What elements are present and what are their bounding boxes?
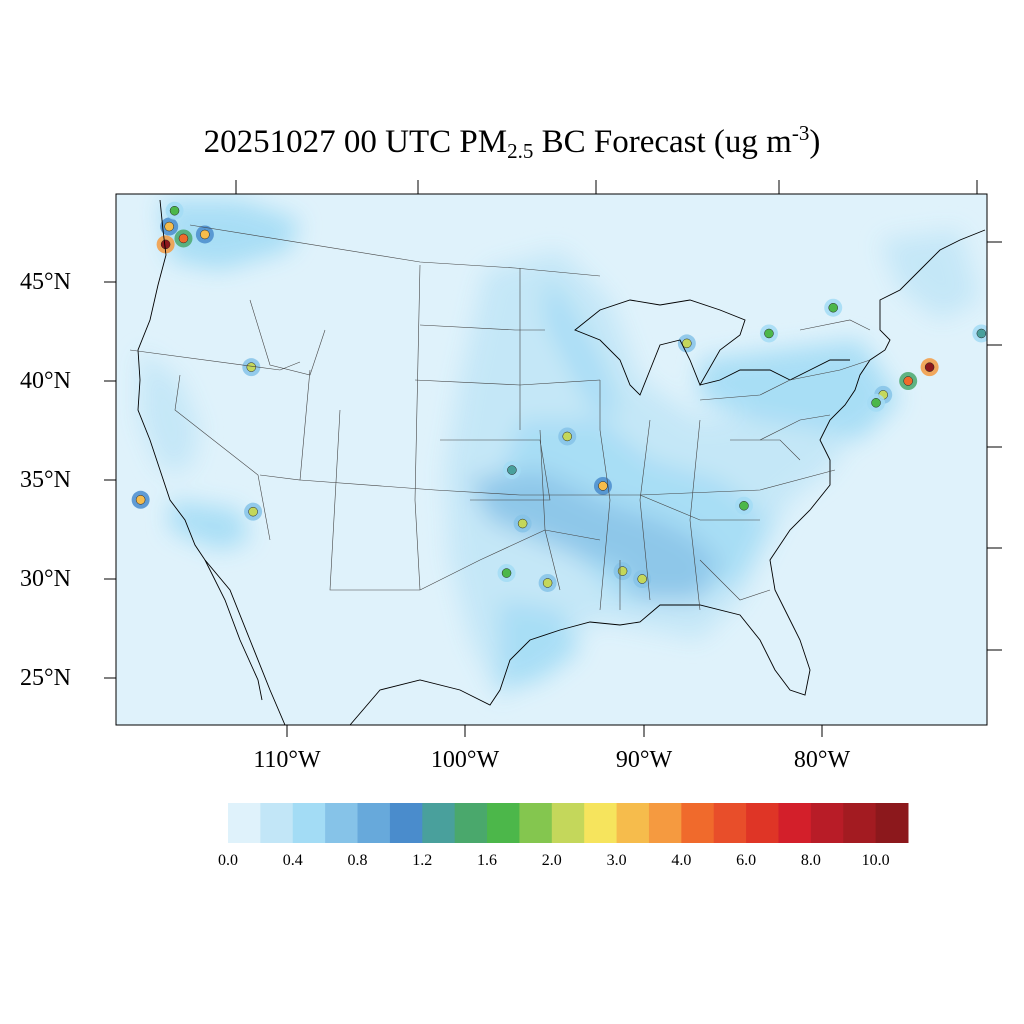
- hotspot-core: [200, 229, 210, 240]
- colorbar-label: 10.0: [861, 852, 890, 869]
- colorbar-label: 8.0: [800, 852, 821, 869]
- colorbar-swatch: [389, 803, 423, 843]
- colorbar-swatch: [260, 803, 294, 843]
- lon-label-100w: 100°W: [430, 747, 500, 773]
- colorbar-swatch: [551, 803, 585, 843]
- lat-label-45: 45°N: [20, 269, 71, 295]
- colorbar-label: 3.0: [606, 852, 627, 869]
- hotspot-core: [542, 578, 553, 588]
- colorbar-label: 6.0: [736, 852, 757, 869]
- colorbar-label: 2.0: [541, 852, 562, 869]
- hotspot-core: [562, 431, 572, 442]
- hotspot-core: [160, 239, 171, 250]
- colorbar-swatch: [746, 803, 779, 843]
- colorbar-label: 0.0: [218, 852, 238, 869]
- coastline-outline: [137, 199, 986, 725]
- hotspot-core: [903, 376, 913, 386]
- lat-label-40: 40°N: [20, 368, 71, 394]
- colorbar-swatch: [454, 803, 488, 843]
- colorbar-swatch: [357, 803, 391, 843]
- hotspot-core: [178, 233, 189, 244]
- colorbar-swatch: [519, 803, 553, 843]
- hotspot-core: [135, 495, 146, 505]
- colorbar-label: 4.0: [671, 852, 692, 869]
- colorbar-swatch: [778, 803, 812, 843]
- colorbar-label: 1.6: [477, 852, 498, 869]
- colorbar-swatch: [228, 803, 261, 843]
- hotspot-core: [617, 566, 628, 576]
- colorbar-swatch: [325, 803, 359, 843]
- hotspot-core: [517, 518, 528, 529]
- lon-label-90w: 90°W: [615, 747, 673, 773]
- colorbar-swatch: [422, 803, 456, 843]
- colorbar-swatch: [648, 803, 682, 843]
- hotspot-core: [501, 568, 512, 578]
- state-boundaries: [129, 224, 871, 611]
- colorbar-swatch: [292, 803, 326, 843]
- lat-label-25: 25°N: [20, 665, 71, 691]
- colorbar-label: 1.2: [412, 852, 433, 869]
- colorbar-swatch: [584, 803, 618, 843]
- map-frame: [115, 193, 988, 726]
- hotspot-core: [682, 338, 692, 349]
- colorbar-swatch: [810, 803, 844, 843]
- hotspot-core: [507, 465, 517, 475]
- hotspot-core: [169, 205, 180, 216]
- hotspot-core: [871, 398, 881, 408]
- lon-label-80w: 80°W: [793, 747, 851, 773]
- colorbar-swatch: [487, 803, 520, 843]
- hotspot-core: [739, 500, 749, 511]
- hotspot-halo: [60, 224, 78, 242]
- lat-label-30: 30°N: [20, 566, 71, 592]
- lat-label-35: 35°N: [20, 467, 71, 493]
- hotspot-core: [248, 506, 258, 517]
- hotspot-core: [65, 228, 74, 237]
- colorbar-swatch: [843, 803, 877, 843]
- hotspot-core: [164, 221, 174, 232]
- hotspot-layer: [60, 201, 987, 592]
- colorbar-swatch: [681, 803, 715, 843]
- colorbar-label: 0.8: [347, 852, 368, 869]
- hotspot-core: [976, 328, 987, 339]
- hotspot-core: [764, 328, 774, 339]
- hotspot-core: [828, 302, 838, 313]
- axis-ticks: [104, 180, 1002, 737]
- hotspot-core: [598, 481, 608, 491]
- colorbar-swatch: [875, 803, 909, 843]
- colorbar-swatch: [713, 803, 747, 843]
- hotspot-core: [246, 362, 257, 372]
- colorbar: [228, 803, 909, 843]
- colorbar-swatch: [616, 803, 650, 843]
- lon-label-110w: 110°W: [253, 747, 321, 773]
- hotspot-core: [924, 362, 935, 372]
- map-title: 20251027 00 UTC PM2.5 BC Forecast (ug m-…: [203, 121, 821, 163]
- hotspot-core: [637, 574, 647, 584]
- colorbar-label: 0.4: [282, 852, 303, 869]
